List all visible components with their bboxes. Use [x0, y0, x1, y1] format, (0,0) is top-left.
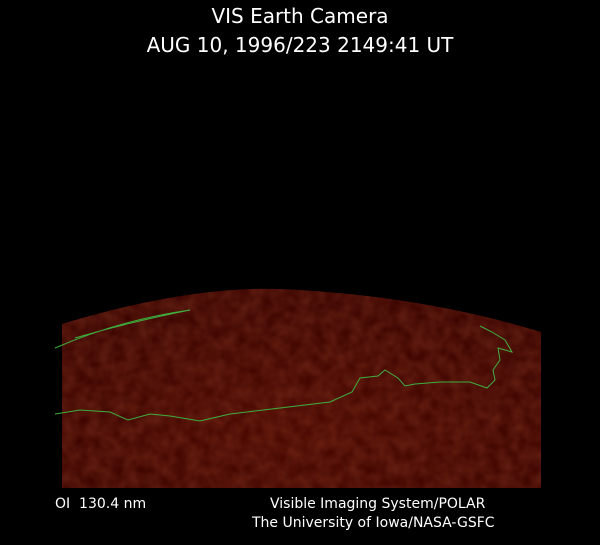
institution-label: The University of Iowa/NASA-GSFC: [251, 515, 495, 531]
image-texture: [62, 288, 541, 488]
title: VIS Earth Camera: [211, 4, 388, 28]
filter-label: OI 130.4 nm: [55, 496, 146, 512]
instrument-label: Visible Imaging System/POLAR: [270, 496, 486, 512]
coastlines: [54, 309, 514, 422]
timestamp: AUG 10, 1996/223 2149:41 UT: [147, 33, 455, 57]
